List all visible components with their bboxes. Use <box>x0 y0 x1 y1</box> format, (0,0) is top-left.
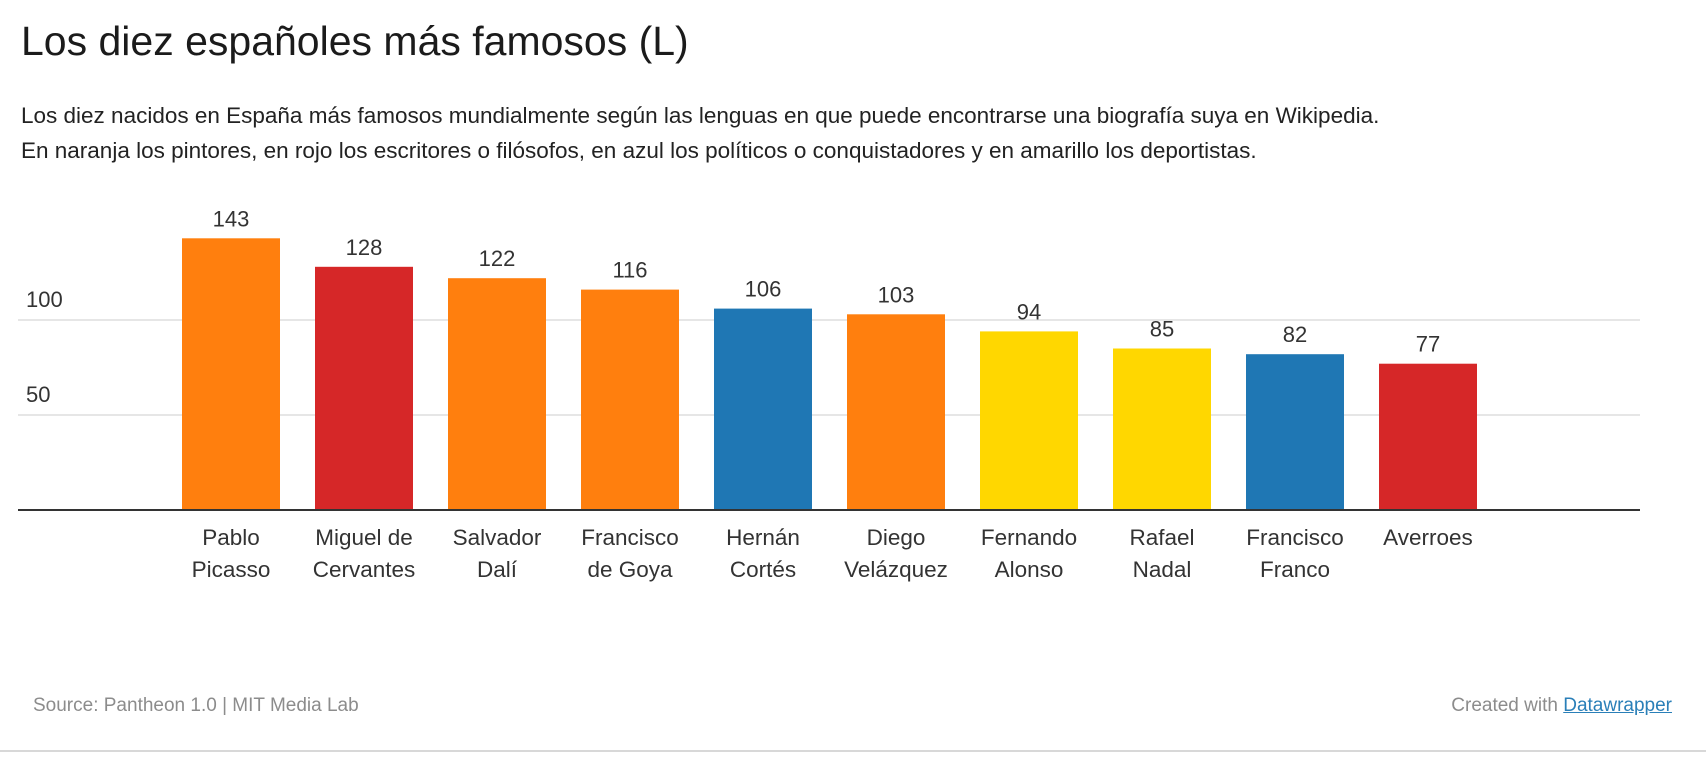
x-tick-label: Francisco <box>1246 525 1344 550</box>
data-label: 103 <box>878 282 915 307</box>
data-label: 77 <box>1416 332 1440 357</box>
x-tick-label: Franco <box>1260 557 1330 582</box>
x-tick-label: Alonso <box>995 557 1064 582</box>
x-tick-label: Pablo <box>202 525 260 550</box>
bar <box>581 289 679 510</box>
x-tick-label: Salvador <box>453 525 542 550</box>
y-tick-label: 100 <box>26 287 63 312</box>
x-tick-label: Averroes <box>1383 525 1473 550</box>
x-tick-label: Diego <box>867 525 926 550</box>
x-tick-label: Fernando <box>981 525 1077 550</box>
bar <box>1379 363 1477 510</box>
x-tick-label: Cervantes <box>313 557 416 582</box>
bar <box>847 314 945 510</box>
credit-note: Created with Datawrapper <box>1451 695 1672 717</box>
x-tick-label: Picasso <box>192 557 271 582</box>
x-tick-label: Dalí <box>477 557 518 582</box>
data-label: 122 <box>479 246 516 271</box>
x-tick-label: Hernán <box>726 525 800 550</box>
bar <box>714 308 812 510</box>
data-label: 94 <box>1017 299 1041 324</box>
datawrapper-link[interactable]: Datawrapper <box>1563 695 1672 716</box>
x-tick-label: Cortés <box>730 557 796 582</box>
x-tick-label: Nadal <box>1133 557 1192 582</box>
data-label: 85 <box>1150 317 1174 342</box>
bar <box>1246 354 1344 510</box>
bar <box>1113 348 1211 510</box>
x-tick-label: Miguel de <box>315 525 413 550</box>
x-tick-label: Velázquez <box>844 557 948 582</box>
x-tick-label: Francisco <box>581 525 679 550</box>
bar <box>448 278 546 510</box>
data-label: 116 <box>612 258 647 283</box>
credit-prefix: Created with <box>1451 695 1564 716</box>
x-tick-label: Rafael <box>1129 525 1194 550</box>
data-label: 106 <box>745 277 782 302</box>
bar <box>315 266 413 510</box>
chart-title: Los diez españoles más famosos (L) <box>21 18 689 64</box>
data-label: 128 <box>346 235 383 260</box>
bottom-divider <box>0 750 1706 752</box>
data-label: 143 <box>213 206 250 231</box>
bar <box>182 238 280 511</box>
source-note: Source: Pantheon 1.0 | MIT Media Lab <box>33 695 359 716</box>
subtitle-line: Los diez nacidos en España más famosos m… <box>21 103 1380 128</box>
x-tick-label: de Goya <box>587 557 673 582</box>
subtitle-line: En naranja los pintores, en rojo los esc… <box>21 138 1257 163</box>
data-label: 82 <box>1283 322 1307 347</box>
y-tick-label: 50 <box>26 382 50 407</box>
bar-chart: 50 100 143 Pablo Picasso 128 Miguel de Cervante… <box>18 206 1640 582</box>
bar <box>980 331 1078 510</box>
chart-subtitle: Los diez nacidos en España más famosos m… <box>21 98 1691 168</box>
